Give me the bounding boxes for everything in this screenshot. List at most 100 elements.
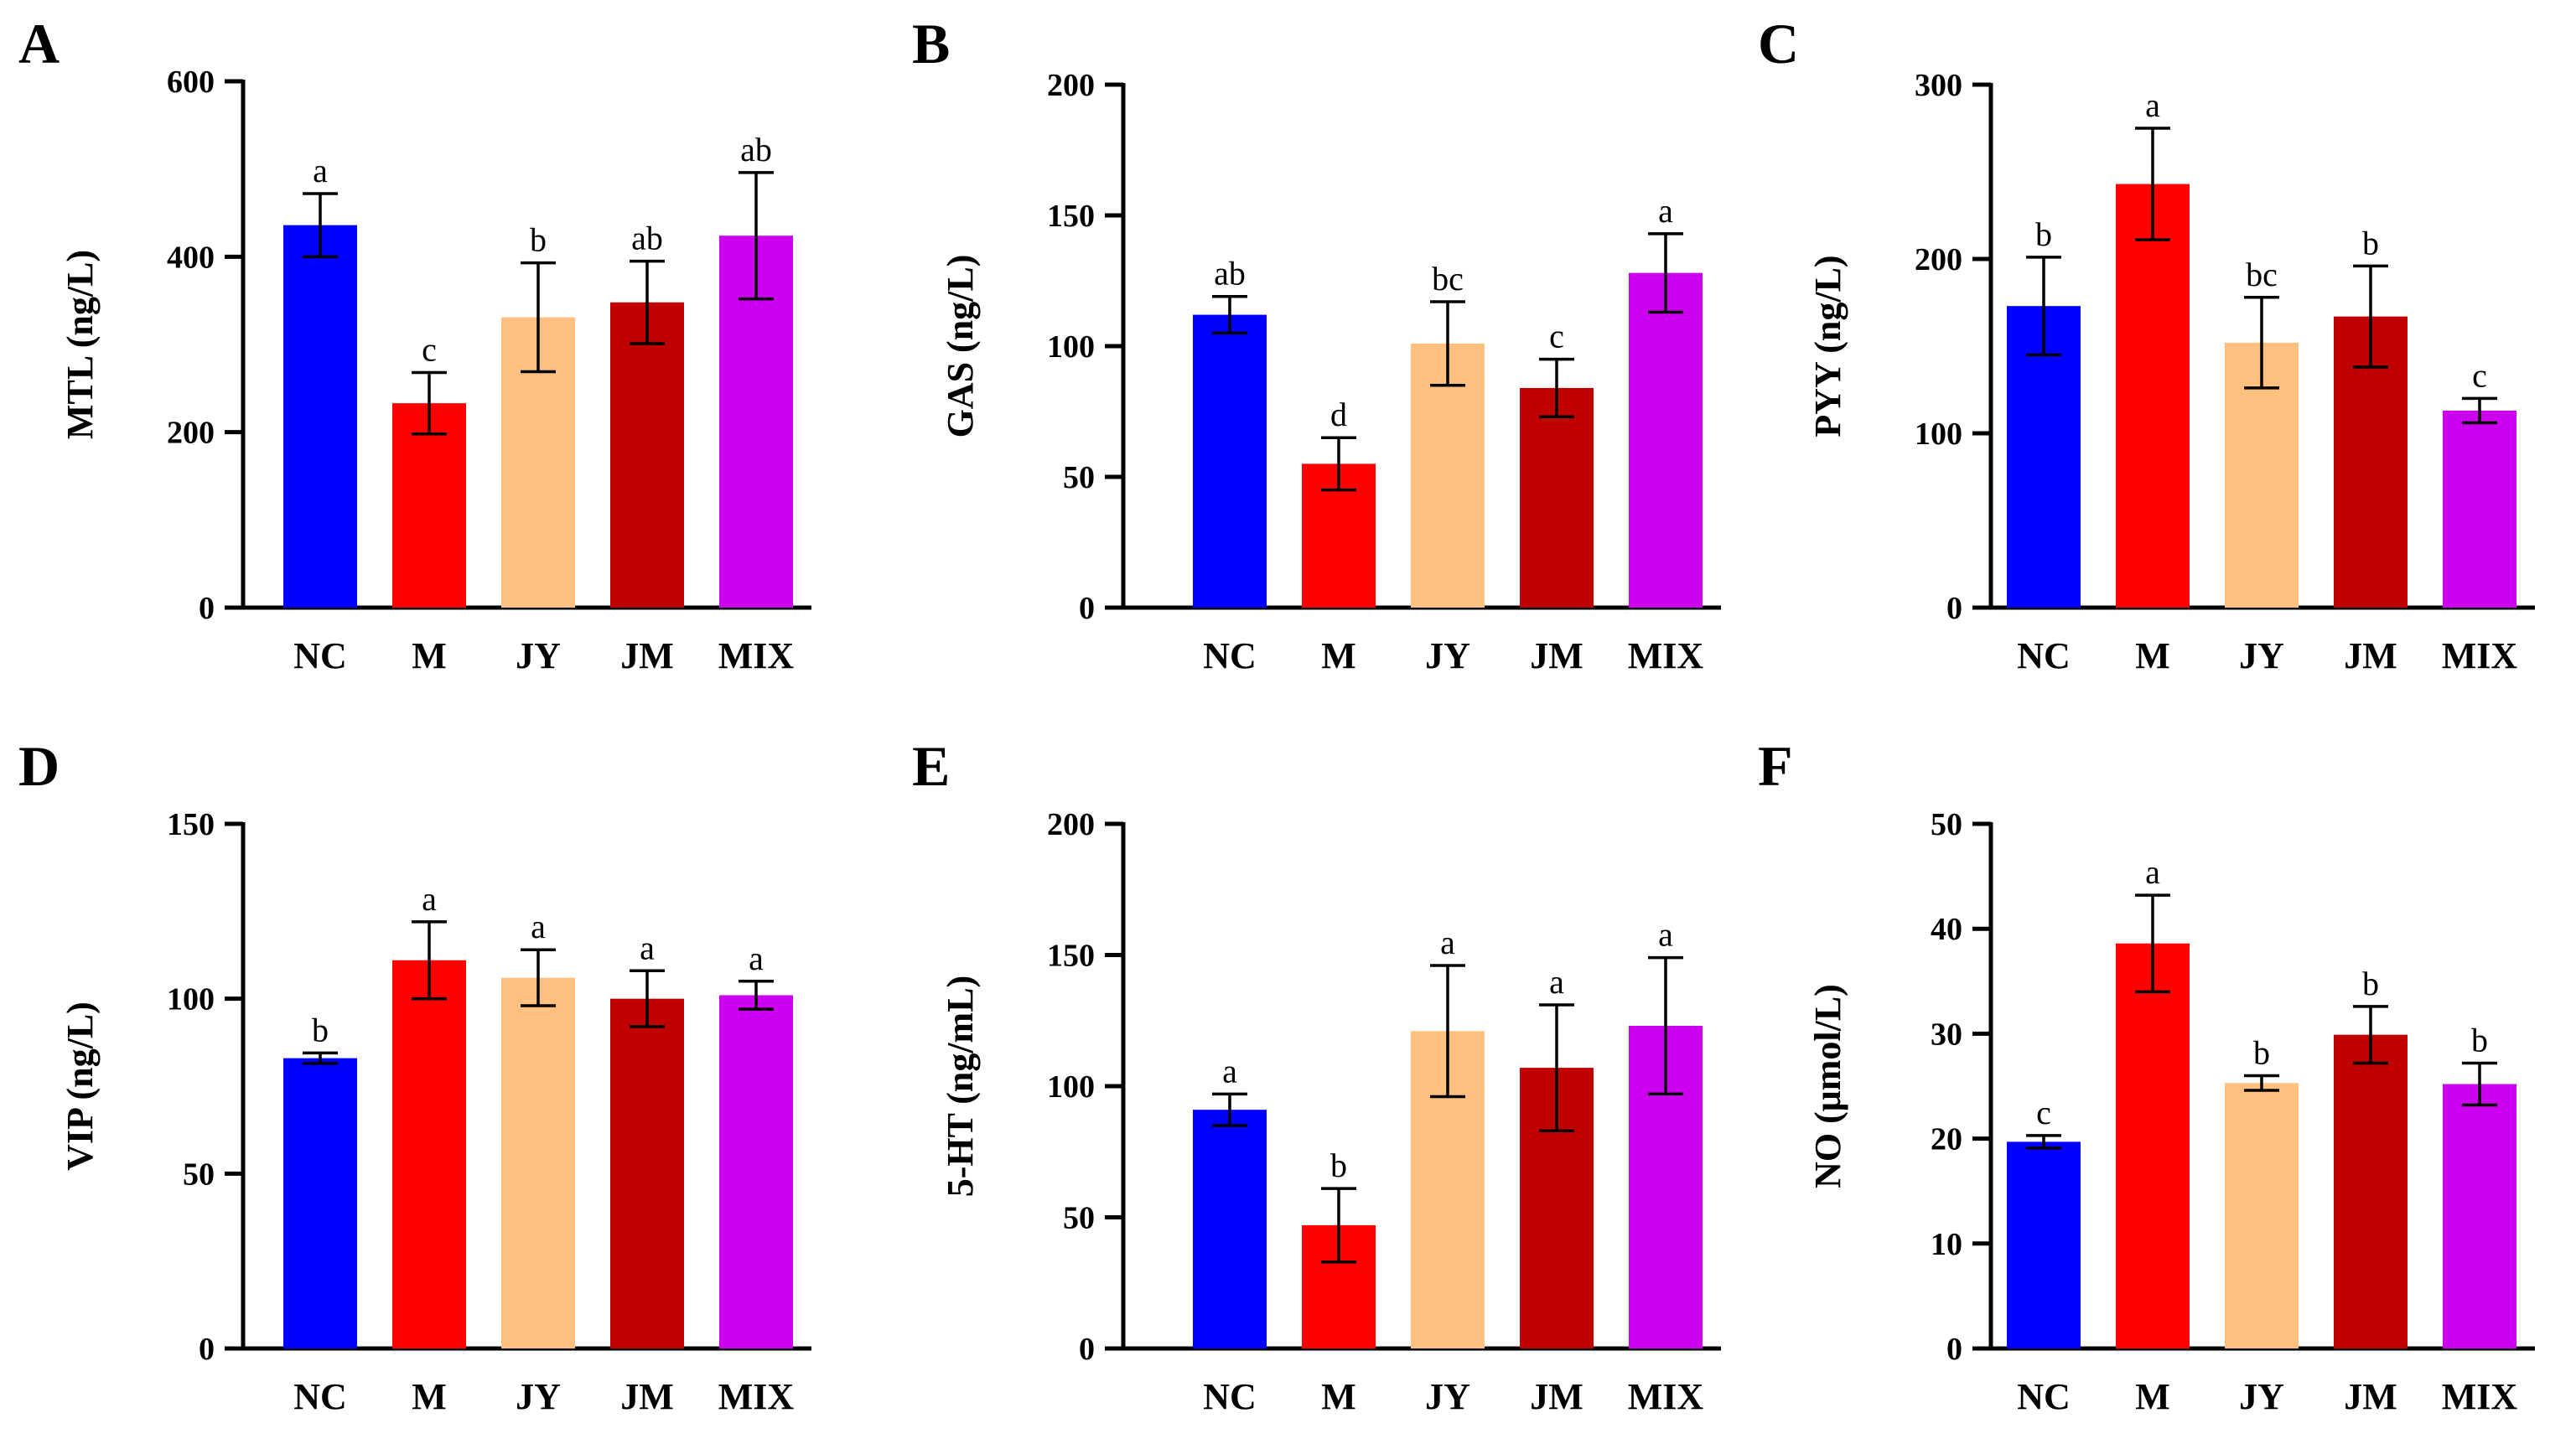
panel-label: A	[18, 12, 60, 75]
x-tick-label: M	[2135, 635, 2170, 676]
bar-mix	[2443, 410, 2516, 608]
significance-letter: a	[422, 880, 437, 918]
panel-label: D	[18, 734, 60, 798]
x-tick-label: JM	[620, 1376, 674, 1417]
bar-nc	[1193, 1110, 1267, 1348]
y-axis-title: GAS (ng/L)	[940, 255, 981, 438]
significance-letter: c	[2036, 1094, 2051, 1131]
x-tick-label: M	[1321, 635, 1356, 676]
y-tick-label: 50	[183, 1157, 215, 1192]
x-tick-label: NC	[1203, 1376, 1257, 1417]
y-tick-label: 10	[1931, 1227, 1962, 1262]
x-tick-label: M	[2135, 1376, 2170, 1417]
x-tick-label: JY	[1425, 1376, 1470, 1417]
bar-m	[392, 960, 466, 1348]
x-tick-label: JM	[1530, 635, 1583, 676]
significance-letter: b	[2035, 215, 2052, 253]
y-tick-label: 0	[1079, 591, 1095, 626]
x-tick-label: JY	[1425, 635, 1470, 676]
y-axis-title: VIP (ng/L)	[60, 1002, 101, 1171]
x-tick-label: M	[412, 635, 447, 676]
significance-letter: a	[2145, 86, 2160, 124]
significance-letter: a	[1549, 963, 1564, 1001]
significance-letter: bc	[1432, 260, 1464, 298]
y-tick-label: 0	[1079, 1332, 1095, 1367]
significance-letter: b	[2362, 965, 2379, 1002]
significance-letter: b	[530, 221, 547, 259]
bar-jm	[610, 302, 684, 608]
significance-letter: b	[1330, 1147, 1347, 1184]
y-tick-label: 200	[167, 416, 215, 451]
y-tick-label: 600	[167, 65, 215, 100]
chart-panel-d: D VIP (ng/L) 0 50 100 150 NC b Ma JY a JM a MIX a	[18, 734, 811, 1417]
y-tick-label: 200	[1047, 68, 1095, 103]
significance-letter: a	[1658, 916, 1673, 954]
x-tick-label: NC	[1203, 635, 1257, 676]
significance-letter: a	[640, 929, 655, 966]
significance-letter: ab	[1214, 255, 1246, 292]
bar-jm	[2334, 1034, 2408, 1348]
bar-m	[392, 403, 466, 608]
y-tick-label: 150	[1047, 939, 1095, 974]
y-tick-label: 30	[1931, 1017, 1962, 1052]
y-tick-label: 0	[199, 1332, 215, 1367]
bar-mix	[2443, 1084, 2516, 1348]
y-tick-label: 100	[1915, 417, 1962, 452]
significance-letter: b	[2362, 224, 2379, 261]
y-tick-label: 50	[1931, 807, 1962, 842]
x-tick-label: M	[412, 1376, 447, 1417]
y-tick-label: 100	[1047, 1069, 1095, 1105]
y-tick-label: 400	[167, 240, 215, 275]
significance-letter: c	[2472, 356, 2487, 394]
significance-letter: d	[1330, 396, 1347, 433]
x-tick-label: MIX	[718, 635, 795, 676]
significance-letter: bc	[2246, 256, 2278, 293]
bar-jy	[1411, 343, 1485, 608]
y-tick-label: 200	[1047, 807, 1095, 842]
bar-nc	[1193, 314, 1267, 608]
y-tick-label: 50	[1063, 460, 1095, 495]
bar-m	[2116, 184, 2190, 608]
x-tick-label: M	[1321, 1376, 1356, 1417]
bar-jy	[501, 977, 575, 1348]
y-tick-label: 0	[1946, 591, 1962, 626]
y-tick-label: 0	[1946, 1332, 1962, 1367]
significance-letter: a	[2145, 853, 2160, 891]
chart-panel-e: E 5-HT (ng/mL) 0 50 100 150 200 NC a Mb JY a JM a MIX a	[912, 734, 1721, 1417]
panel-label: B	[912, 12, 950, 75]
y-tick-label: 150	[1047, 199, 1095, 234]
chart-panel-a: A MTL (ng/L) 0 200 400 600 NC a Mc JY b JM ab MIX ab	[18, 12, 811, 676]
bar-jy	[2225, 1083, 2299, 1348]
bar-nc	[2007, 1141, 2081, 1348]
significance-letter: b	[2253, 1033, 2270, 1071]
y-tick-label: 100	[167, 982, 215, 1017]
bar-mix	[719, 995, 793, 1348]
y-axis-title: 5-HT (ng/mL)	[940, 976, 981, 1197]
panel-label: C	[1758, 12, 1799, 75]
significance-letter: c	[1549, 318, 1564, 355]
significance-letter: a	[313, 152, 328, 189]
x-tick-label: MIX	[718, 1376, 795, 1417]
bar-mix	[1629, 272, 1703, 608]
panel-label: E	[912, 734, 950, 798]
y-axis-title: PYY (ng/L)	[1807, 255, 1848, 437]
y-tick-label: 200	[1915, 242, 1962, 277]
bar-jm	[1520, 387, 1594, 608]
bar-m	[2116, 943, 2190, 1348]
y-tick-label: 50	[1063, 1201, 1095, 1236]
x-tick-label: NC	[293, 1376, 347, 1417]
significance-letter: a	[1658, 192, 1673, 230]
x-tick-label: JM	[620, 635, 674, 676]
significance-letter: c	[422, 330, 437, 368]
x-tick-label: NC	[293, 635, 347, 676]
x-tick-label: NC	[2017, 1376, 2071, 1417]
bar-nc	[283, 225, 357, 608]
x-tick-label: JM	[2344, 635, 2397, 676]
significance-letter: a	[531, 908, 546, 945]
chart-panel-b: B GAS (ng/L) 0 50 100 150 200 NC ab Md JY bc JM c MIX a	[912, 12, 1721, 676]
significance-letter: b	[312, 1011, 329, 1048]
x-tick-label: MIX	[1628, 635, 1704, 676]
significance-letter: a	[1222, 1052, 1237, 1090]
significance-letter: ab	[631, 220, 663, 257]
